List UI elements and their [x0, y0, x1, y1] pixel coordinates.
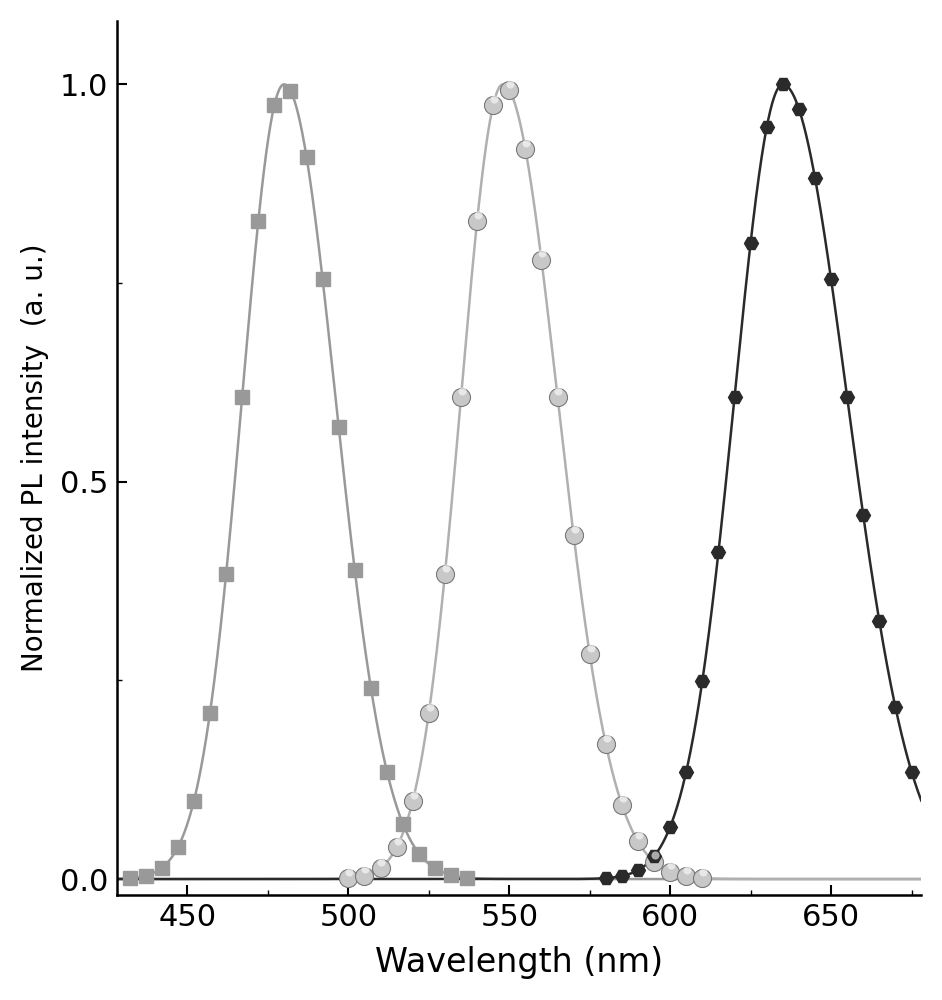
Y-axis label: Normalized PL intensity  (a. u.): Normalized PL intensity (a. u.): [21, 244, 49, 672]
X-axis label: Wavelength (nm): Wavelength (nm): [375, 946, 663, 979]
